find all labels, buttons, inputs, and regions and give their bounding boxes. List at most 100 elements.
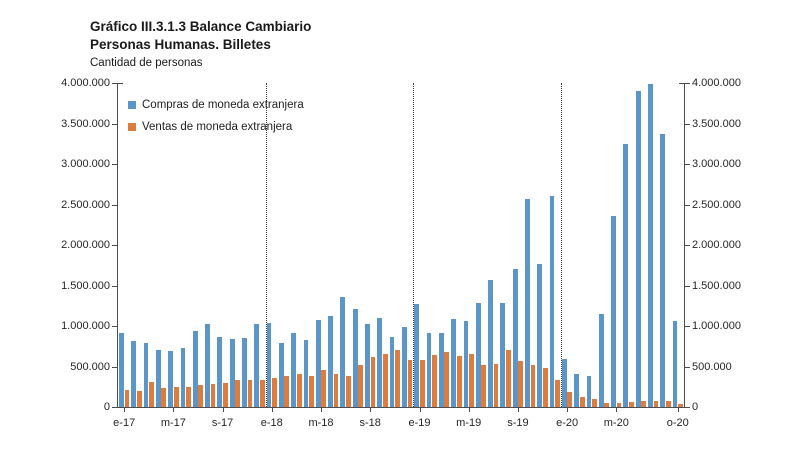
bar-compras-e-20 xyxy=(561,359,567,407)
bar-compras-s-19 xyxy=(512,269,518,407)
y-tick-right xyxy=(685,164,690,165)
bar-compras-e-17 xyxy=(119,332,124,407)
bar-compras-m-20 xyxy=(611,216,616,407)
y-axis-left-cap xyxy=(117,83,123,84)
bar-ventas-j-17 xyxy=(198,384,204,407)
y-axis-label-right: 2.000.000 xyxy=(692,239,741,251)
y-tick-left xyxy=(112,407,117,408)
bar-ventas-j-20 xyxy=(641,400,647,407)
y-axis-label-left: 0 xyxy=(103,401,110,413)
bar-ventas-f-19 xyxy=(432,354,437,407)
bar-compras-o-18 xyxy=(377,318,383,407)
bar-compras-a-18 xyxy=(352,309,358,407)
x-axis-label: e-17 xyxy=(113,417,136,429)
y-axis-label-left: 3.000.000 xyxy=(61,158,110,170)
chart-title-line1: Gráfico III.3.1.3 Balance Cambiario xyxy=(90,19,312,34)
chart-title-line2: Personas Humanas. Billetes xyxy=(90,37,271,52)
bar-compras-f-20 xyxy=(574,373,580,407)
bar-compras-s-17 xyxy=(217,337,223,407)
year-separator xyxy=(560,83,562,407)
legend-swatch-icon xyxy=(128,100,136,109)
y-axis-label-left: 1.000.000 xyxy=(61,320,110,332)
legend: Compras de moneda extranjera Ventas de mo… xyxy=(128,97,304,141)
y-tick-left xyxy=(112,245,117,246)
bar-ventas-j-17 xyxy=(186,387,191,407)
x-tick xyxy=(124,408,126,412)
y-tick-left xyxy=(112,83,117,84)
bar-compras-j-18 xyxy=(328,316,333,407)
y-tick-left xyxy=(112,164,117,165)
bar-ventas-e-20 xyxy=(567,392,573,407)
bar-ventas-o-19 xyxy=(530,365,536,407)
x-tick xyxy=(370,408,372,412)
bar-ventas-d-17 xyxy=(259,380,265,407)
x-tick xyxy=(677,408,679,412)
y-tick-right xyxy=(685,285,690,287)
bar-compras-a-17 xyxy=(155,350,161,407)
bar-compras-j-19 xyxy=(475,302,481,407)
bar-ventas-d-18 xyxy=(407,360,413,407)
y-tick-left xyxy=(112,326,117,327)
bar-compras-m-17 xyxy=(168,351,174,407)
bar-ventas-a-18 xyxy=(358,364,364,407)
x-axis-label: m-17 xyxy=(160,417,186,429)
bar-ventas-a-17 xyxy=(161,388,167,407)
bar-ventas-m-20 xyxy=(616,403,622,407)
y-axis-label-right: 3.000.000 xyxy=(692,158,741,170)
y-axis-label-left: 1.500.000 xyxy=(61,279,110,292)
year-separator xyxy=(413,83,415,407)
bar-compras-a-20 xyxy=(598,313,604,407)
y-tick-right xyxy=(685,123,690,125)
bar-compras-m-18 xyxy=(291,332,297,407)
x-axis-label: s-19 xyxy=(507,417,529,429)
bar-ventas-f-20 xyxy=(579,396,585,407)
y-tick-right xyxy=(685,204,690,206)
x-axis-label: s-17 xyxy=(211,417,234,429)
x-axis xyxy=(117,407,685,408)
bar-compras-m-19 xyxy=(463,321,469,407)
y-axis-label-right: 0 xyxy=(692,401,699,413)
y-axis-label-left: 2.500.000 xyxy=(61,198,110,211)
bar-ventas-a-17 xyxy=(210,383,216,407)
y-axis-label-right: 4.000.000 xyxy=(692,77,741,89)
bar-ventas-s-17 xyxy=(222,383,228,407)
x-tick xyxy=(567,408,569,412)
y-tick-left xyxy=(112,123,117,125)
y-axis-label-right: 1.500.000 xyxy=(692,279,741,292)
y-axis-label-left: 2.000.000 xyxy=(61,239,110,251)
bar-compras-j-18 xyxy=(340,297,346,407)
x-tick xyxy=(468,408,470,412)
x-axis-label: m-19 xyxy=(456,417,482,429)
bar-ventas-n-18 xyxy=(395,350,400,407)
bar-ventas-o-18 xyxy=(382,354,388,407)
bar-compras-a-17 xyxy=(205,324,210,407)
y-axis-label-right: 1.000.000 xyxy=(692,320,741,332)
bar-compras-n-18 xyxy=(389,336,395,407)
y-tick-right xyxy=(685,326,690,327)
bar-compras-d-18 xyxy=(402,326,407,407)
plot-area xyxy=(112,83,690,412)
bar-compras-j-20 xyxy=(623,143,629,407)
bar-compras-f-19 xyxy=(426,332,432,407)
bar-ventas-n-19 xyxy=(542,367,548,407)
y-axis-label-right: 3.500.000 xyxy=(692,117,741,130)
bar-ventas-m-19 xyxy=(444,351,450,407)
bar-compras-o-19 xyxy=(525,198,530,407)
bar-compras-n-17 xyxy=(242,338,247,407)
x-tick xyxy=(222,408,224,412)
x-axis-label: e-18 xyxy=(260,417,283,429)
y-axis-left xyxy=(117,83,118,408)
y-axis-label-left: 500.000 xyxy=(70,360,110,373)
bar-compras-j-19 xyxy=(488,280,493,407)
bar-ventas-n-17 xyxy=(247,379,253,407)
y-tick-left xyxy=(112,204,117,206)
y-tick-left xyxy=(112,366,117,368)
bar-compras-a-20 xyxy=(648,84,653,407)
y-axis-label-left: 3.500.000 xyxy=(61,117,110,130)
bar-compras-e-19 xyxy=(414,304,420,407)
y-axis-label-right: 500.000 xyxy=(692,360,732,373)
bar-ventas-m-17 xyxy=(173,387,179,407)
bar-ventas-m-17 xyxy=(149,382,154,407)
bar-compras-n-19 xyxy=(537,263,543,407)
